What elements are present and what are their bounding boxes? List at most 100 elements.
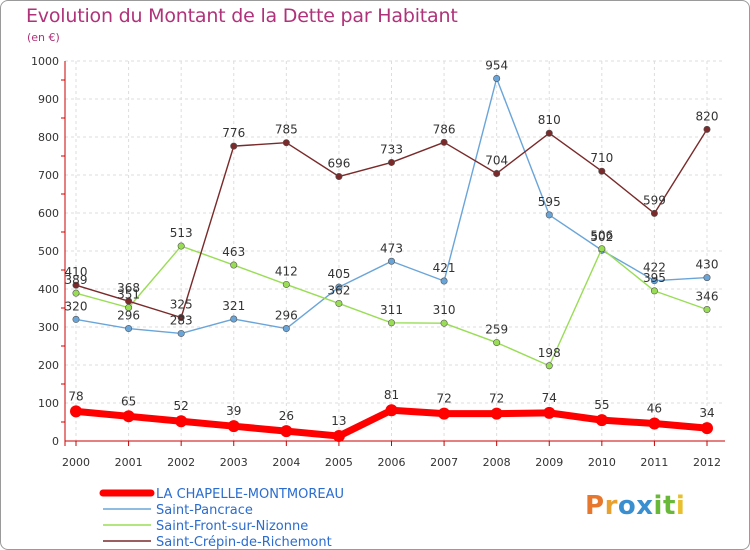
- data-label: 389: [65, 273, 88, 287]
- data-label: 296: [275, 309, 298, 323]
- data-point: [595, 414, 608, 427]
- data-label: 599: [643, 193, 666, 207]
- data-point: [72, 281, 80, 289]
- data-point: [440, 138, 448, 146]
- data-point: [598, 245, 606, 253]
- data-label: 259: [485, 323, 508, 337]
- data-point: [227, 420, 240, 433]
- x-tick-label: 2001: [115, 456, 143, 469]
- logo-letter: o: [617, 491, 637, 521]
- legend-label: LA CHAPELLE-MONTMOREAU: [156, 487, 344, 502]
- logo-letter: t: [662, 491, 676, 521]
- data-point: [703, 274, 711, 282]
- data-label: 502: [590, 230, 613, 244]
- data-label: 346: [696, 290, 719, 304]
- data-label: 595: [538, 195, 561, 209]
- data-point: [493, 169, 501, 177]
- data-label: 810: [538, 113, 561, 127]
- data-point: [385, 404, 398, 417]
- data-point: [280, 425, 293, 438]
- data-point: [545, 211, 553, 219]
- y-tick-label: 300: [38, 321, 59, 334]
- legend-label: Saint-Crépin-de-Richemont: [156, 535, 332, 549]
- data-label: 506: [590, 229, 613, 243]
- data-label: 46: [647, 402, 662, 416]
- logo-letter: P: [585, 491, 605, 521]
- x-tick-label: 2005: [325, 456, 353, 469]
- data-point: [230, 142, 238, 150]
- data-point: [230, 315, 238, 323]
- data-point: [122, 410, 135, 423]
- y-tick-label: 0: [52, 435, 59, 448]
- data-label: 310: [433, 303, 456, 317]
- data-point: [440, 319, 448, 327]
- data-point: [543, 406, 556, 419]
- data-label: 368: [117, 281, 140, 295]
- data-point: [703, 306, 711, 314]
- data-point: [387, 319, 395, 327]
- data-point: [440, 277, 448, 285]
- x-tick-label: 2000: [62, 456, 90, 469]
- data-point: [493, 74, 501, 82]
- data-label: 198: [538, 346, 561, 360]
- data-label: 785: [275, 123, 298, 137]
- x-tick-label: 2010: [588, 456, 616, 469]
- data-label: 710: [590, 151, 613, 165]
- data-point: [703, 125, 711, 133]
- x-tick-label: 2007: [430, 456, 458, 469]
- x-tick-label: 2008: [483, 456, 511, 469]
- data-label: 39: [226, 404, 241, 418]
- data-label: 74: [542, 391, 557, 405]
- data-label: 72: [436, 392, 451, 406]
- data-point: [282, 280, 290, 288]
- data-point: [282, 139, 290, 147]
- y-tick-label: 700: [38, 169, 59, 182]
- data-label: 473: [380, 241, 403, 255]
- data-point: [72, 289, 80, 297]
- data-label: 463: [222, 245, 245, 259]
- y-tick-label: 100: [38, 397, 59, 410]
- data-point: [177, 242, 185, 250]
- data-label: 78: [68, 389, 83, 403]
- data-point: [493, 339, 501, 347]
- data-label: 351: [117, 288, 140, 302]
- data-label: 26: [279, 409, 294, 423]
- data-point: [387, 158, 395, 166]
- data-label: 395: [643, 271, 666, 285]
- data-point: [175, 415, 188, 428]
- data-label: 52: [174, 399, 189, 413]
- data-point: [438, 407, 451, 420]
- data-label: 325: [170, 298, 193, 312]
- data-label: 776: [222, 126, 245, 140]
- data-point: [650, 209, 658, 217]
- data-label: 786: [433, 122, 456, 136]
- data-label: 405: [327, 267, 350, 281]
- data-point: [545, 129, 553, 137]
- data-point: [545, 362, 553, 370]
- data-label: 296: [117, 309, 140, 323]
- y-tick-label: 500: [38, 245, 59, 258]
- data-label: 513: [170, 226, 193, 240]
- data-label: 72: [489, 392, 504, 406]
- data-point: [125, 325, 133, 333]
- data-label: 65: [121, 394, 136, 408]
- data-point: [648, 417, 661, 430]
- data-point: [598, 167, 606, 175]
- data-label: 733: [380, 142, 403, 156]
- logo-letter: i: [675, 491, 686, 521]
- data-label: 362: [327, 283, 350, 297]
- data-point: [335, 283, 343, 291]
- y-tick-label: 900: [38, 93, 59, 106]
- data-label: 320: [65, 299, 88, 313]
- logo-letter: r: [604, 491, 618, 521]
- legend-label: Saint-Pancrace: [156, 503, 253, 518]
- chart-subtitle: (en €): [27, 31, 60, 44]
- y-tick-label: 600: [38, 207, 59, 220]
- proxiti-logo: Proxiti: [585, 491, 685, 521]
- x-tick-label: 2009: [535, 456, 563, 469]
- y-tick-label: 400: [38, 283, 59, 296]
- data-point: [72, 315, 80, 323]
- data-point: [701, 422, 713, 435]
- x-tick-label: 2002: [167, 456, 195, 469]
- data-label: 34: [699, 406, 714, 420]
